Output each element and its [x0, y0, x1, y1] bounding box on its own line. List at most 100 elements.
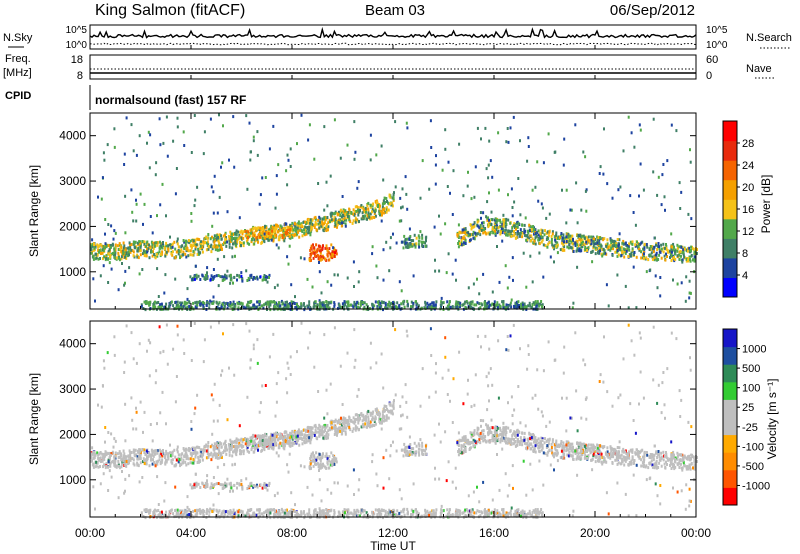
velocity-cell [625, 452, 628, 456]
power-cell [513, 233, 516, 237]
power-cell [121, 262, 123, 265]
power-cell [609, 248, 612, 252]
velocity-cell [224, 449, 227, 453]
power-cell [336, 223, 339, 227]
power-cell [327, 221, 330, 225]
power-cell [526, 238, 529, 242]
velocity-cell [676, 457, 679, 461]
velocity-cell [159, 460, 162, 464]
velocity-cell [148, 451, 151, 455]
velocity-cell [391, 412, 394, 416]
power-cell [357, 302, 360, 306]
power-cell [232, 281, 234, 285]
velocity-cell [371, 423, 374, 427]
velocity-cell [207, 455, 210, 459]
power-cell [565, 221, 568, 225]
power-cell [240, 271, 243, 275]
velocity-cell [571, 442, 574, 446]
velocity-cell [618, 446, 621, 450]
power-cell [286, 229, 289, 233]
power-cell [505, 306, 508, 310]
power-cell [478, 230, 481, 234]
power-cell [233, 276, 236, 279]
power-cell [497, 229, 500, 233]
power-cell [300, 228, 303, 232]
power-cell [321, 257, 324, 261]
velocity-cell [508, 439, 511, 443]
power-cell [495, 226, 497, 230]
power-cell [491, 229, 494, 232]
power-cell [494, 229, 496, 233]
power-cell [224, 233, 226, 237]
power-cell [623, 255, 626, 259]
power-cell [622, 242, 625, 246]
velocity-cell [523, 436, 526, 440]
power-cell [385, 210, 388, 214]
power-cell [263, 277, 266, 281]
power-cell [650, 251, 653, 255]
power-cell [581, 245, 584, 248]
power-cell [143, 300, 146, 304]
power-cell [642, 188, 645, 192]
velocity-cell [267, 446, 270, 450]
power-cell [246, 303, 249, 307]
velocity-cell [94, 453, 97, 457]
power-cell [205, 248, 208, 252]
power-cell [517, 300, 520, 304]
power-cell [533, 232, 535, 236]
power-cell [421, 159, 424, 163]
power-cell [301, 234, 304, 238]
power-cell [388, 202, 391, 206]
power-cell [253, 306, 256, 310]
power-cell [114, 246, 117, 250]
power-cell [371, 252, 374, 256]
velocity-cell [379, 412, 382, 416]
power-cell [508, 275, 511, 279]
power-cell [224, 241, 227, 245]
freq-tick-bottom: 8 [77, 70, 83, 82]
power-cell [362, 208, 365, 211]
power-cell [193, 275, 196, 279]
power-cell [277, 304, 279, 308]
nsearch-tick-top: 10^5 [706, 25, 728, 36]
velocity-cell [231, 454, 234, 458]
power-cell [285, 222, 288, 226]
velocity-cell [99, 460, 102, 463]
power-cell [193, 277, 196, 281]
power-cell [656, 286, 659, 290]
power-cell [195, 305, 198, 309]
power-cell [159, 240, 161, 244]
power-cell [357, 280, 360, 284]
velocity-cell [113, 463, 116, 467]
power-cell [288, 227, 291, 231]
power-cell [318, 258, 321, 262]
power-cell [179, 256, 181, 260]
power-cell [282, 235, 284, 239]
power-cell [315, 243, 318, 247]
power-cell [568, 239, 571, 243]
power-cell [127, 246, 130, 250]
power-cell [556, 241, 559, 245]
power-cell [343, 216, 346, 220]
velocity-cell [665, 451, 667, 454]
power-cell [526, 229, 529, 233]
velocity-cell [115, 464, 118, 468]
power-cell [366, 217, 368, 221]
velocity-cell [184, 448, 187, 451]
power-cell [363, 305, 366, 309]
power-cell [337, 212, 340, 216]
power-cell [242, 244, 245, 248]
velocity-cell [154, 464, 157, 468]
velocity-cell [173, 448, 176, 452]
velocity-cell [95, 460, 98, 464]
velocity-cell [365, 418, 367, 422]
power-cell [362, 301, 365, 305]
velocity-cell [621, 449, 624, 453]
power-cell [274, 206, 277, 210]
power-cell [326, 204, 329, 208]
power-cell [638, 194, 640, 198]
power-cell [212, 190, 215, 194]
power-cell [481, 303, 484, 307]
power-cell [239, 235, 242, 239]
power-cell [484, 230, 486, 234]
